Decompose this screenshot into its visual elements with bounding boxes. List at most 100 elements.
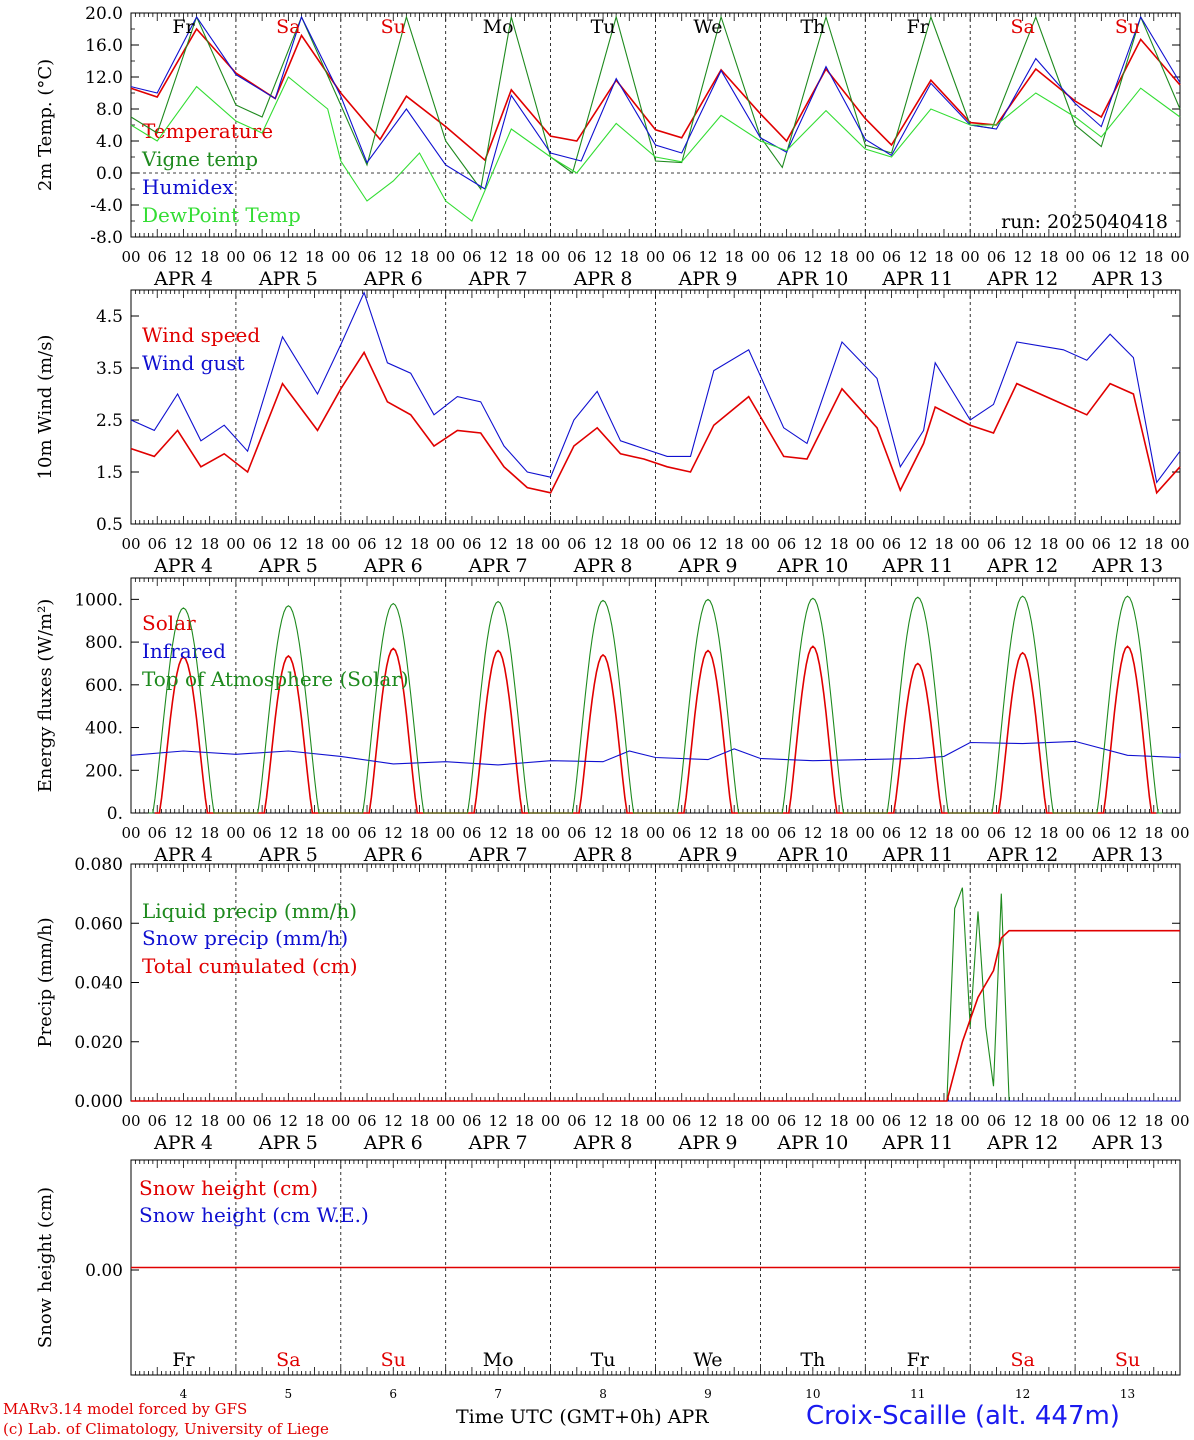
weekday-label: Th xyxy=(800,16,825,38)
y-tick-label: 0.000 xyxy=(74,1092,123,1112)
hour-label: 00 xyxy=(1066,248,1085,266)
hour-label: 12 xyxy=(384,824,403,842)
date-label: APR 11 xyxy=(881,1132,953,1154)
hour-label: 18 xyxy=(410,248,429,266)
date-label: APR 4 xyxy=(153,1132,213,1154)
hour-label: 00 xyxy=(856,824,875,842)
hour-label: 00 xyxy=(856,1112,875,1130)
hour-label: 06 xyxy=(882,248,901,266)
legend-entry: Total cumulated (cm) xyxy=(142,954,358,978)
hour-label: 06 xyxy=(567,248,586,266)
hour-label: 06 xyxy=(567,1112,586,1130)
day-number: 5 xyxy=(285,1387,293,1401)
hour-label: 06 xyxy=(253,824,272,842)
y-tick-label: 1.5 xyxy=(96,463,123,483)
hour-label: 06 xyxy=(357,248,376,266)
date-label: APR 4 xyxy=(153,844,213,866)
date-label: APR 9 xyxy=(677,1132,737,1154)
series-line-liquid-precip-mm-h- xyxy=(131,887,1180,1102)
hour-label: 06 xyxy=(987,535,1006,553)
legend-entry: Vigne temp xyxy=(141,147,258,171)
hour-label: 00 xyxy=(121,1112,140,1130)
weekday-label: Fr xyxy=(172,1349,195,1371)
hour-label: 18 xyxy=(1039,824,1058,842)
weekday-label: Su xyxy=(1115,1349,1140,1371)
hour-label: 18 xyxy=(1144,535,1163,553)
hour-label: 18 xyxy=(830,248,849,266)
weekday-label: Tu xyxy=(591,16,616,38)
hour-label: 00 xyxy=(646,824,665,842)
hour-label: 18 xyxy=(1144,1112,1163,1130)
day-number: 9 xyxy=(704,1387,712,1401)
hour-label: 00 xyxy=(1066,824,1085,842)
hour-label: 18 xyxy=(515,248,534,266)
weekday-label: Fr xyxy=(172,16,195,38)
hour-label: 12 xyxy=(908,248,927,266)
hour-label: 06 xyxy=(567,824,586,842)
date-label: APR 7 xyxy=(468,268,528,290)
hour-label: 06 xyxy=(1092,824,1111,842)
hour-label: 12 xyxy=(489,824,508,842)
series-line-total-cumulated-cm- xyxy=(131,929,1180,1102)
weekday-label: Sa xyxy=(1010,16,1034,38)
weekday-label: We xyxy=(693,16,722,38)
date-label: APR 8 xyxy=(573,1132,633,1154)
hour-label: 12 xyxy=(1118,535,1137,553)
hour-label: 06 xyxy=(672,824,691,842)
hour-label: 06 xyxy=(777,824,796,842)
y-tick-label: 0.040 xyxy=(74,974,123,994)
hour-label: 06 xyxy=(672,535,691,553)
day-number: 6 xyxy=(389,1387,397,1401)
hour-label: 18 xyxy=(934,248,953,266)
hour-label: 12 xyxy=(279,248,298,266)
model-credit: MARv3.14 model forced by GFS xyxy=(3,1400,248,1418)
hour-label: 18 xyxy=(410,535,429,553)
date-label: APR 13 xyxy=(1091,1132,1163,1154)
hour-label: 12 xyxy=(698,824,717,842)
hour-label: 00 xyxy=(1066,535,1085,553)
hour-label: 18 xyxy=(830,1112,849,1130)
y-tick-label: 20.0 xyxy=(85,4,123,24)
day-number: 12 xyxy=(1015,1387,1030,1401)
day-number: 7 xyxy=(494,1387,502,1401)
hour-label: 18 xyxy=(934,824,953,842)
hour-label: 18 xyxy=(725,1112,744,1130)
date-label: APR 12 xyxy=(986,844,1058,866)
y-tick-label: 800. xyxy=(85,633,123,653)
y-tick-label: 0.00 xyxy=(85,1261,123,1281)
hour-label: 18 xyxy=(620,1112,639,1130)
y-tick-label: 4.0 xyxy=(96,132,123,152)
hour-label: 12 xyxy=(174,1112,193,1130)
hour-label: 12 xyxy=(594,535,613,553)
series-line-humidex xyxy=(130,15,1181,190)
weekday-label: Fr xyxy=(907,16,930,38)
date-label: APR 10 xyxy=(776,268,848,290)
date-label: APR 7 xyxy=(468,844,528,866)
hour-label: 18 xyxy=(515,535,534,553)
date-label: APR 12 xyxy=(986,555,1058,577)
date-label: APR 9 xyxy=(677,844,737,866)
hour-label: 18 xyxy=(305,1112,324,1130)
hour-label: 00 xyxy=(226,1112,245,1130)
day-number: 10 xyxy=(805,1387,820,1401)
legend-entry: DewPoint Temp xyxy=(142,203,301,227)
hour-label: 12 xyxy=(174,535,193,553)
y-tick-label: 8.0 xyxy=(96,100,123,120)
time-axis-label: Time UTC (GMT+0h) APR xyxy=(456,1406,709,1428)
hour-label: 00 xyxy=(121,248,140,266)
hour-label: 00 xyxy=(436,535,455,553)
day-number: 4 xyxy=(180,1387,188,1401)
hour-label: 12 xyxy=(279,1112,298,1130)
date-label: APR 13 xyxy=(1091,268,1163,290)
weekday-label: Tu xyxy=(591,1349,616,1371)
hour-label: 06 xyxy=(357,535,376,553)
hour-label: 06 xyxy=(1092,535,1111,553)
hour-label: 12 xyxy=(279,824,298,842)
series-line-dewpoint-temp xyxy=(130,76,1181,222)
hour-label: 00 xyxy=(541,535,560,553)
hour-label: 18 xyxy=(515,1112,534,1130)
hour-label: 06 xyxy=(148,1112,167,1130)
hour-label: 00 xyxy=(436,248,455,266)
y-tick-label: 600. xyxy=(85,676,123,696)
